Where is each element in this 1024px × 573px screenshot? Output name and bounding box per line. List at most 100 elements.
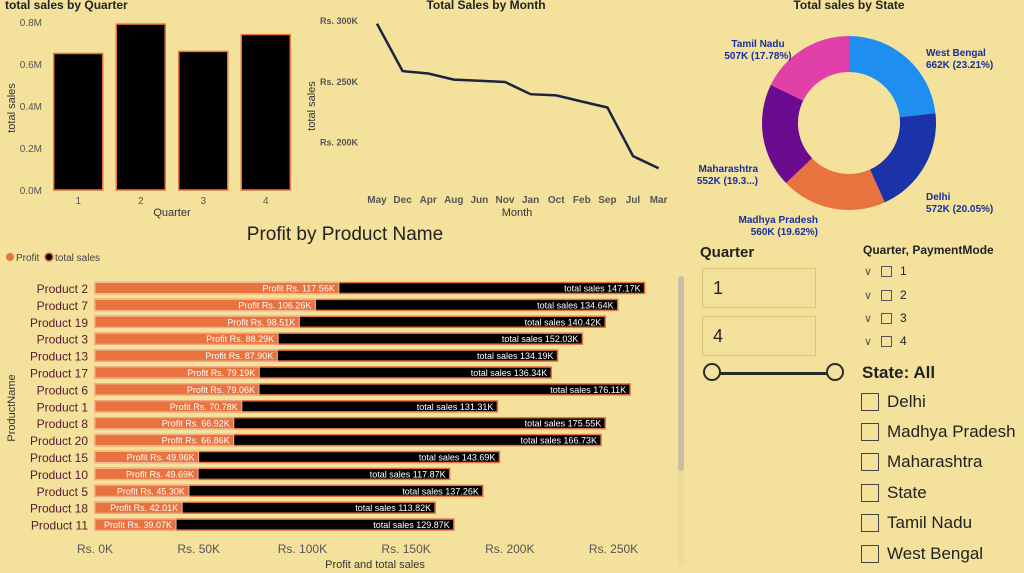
product-label: Product 15 (30, 451, 88, 465)
total-sales-data-label: total sales 136.34K (471, 368, 548, 378)
checkbox[interactable] (861, 393, 879, 411)
checkbox[interactable] (881, 289, 892, 301)
state-slice[interactable] (849, 36, 936, 118)
state-option-tamil-nadu[interactable]: Tamil Nadu (861, 513, 972, 533)
month-sales-line (375, 23, 660, 170)
slice-name-label: Delhi (926, 192, 951, 203)
profit-bar[interactable] (94, 298, 316, 311)
state-slice[interactable] (786, 158, 885, 210)
profit-bar[interactable] (94, 282, 340, 294)
x-tick-label: Jun (471, 195, 489, 206)
tree-item-quarter-3[interactable]: ∨ 3 (864, 310, 907, 326)
quarter-slider-left-handle[interactable] (703, 363, 721, 381)
total-sales-data-label: total sales 143.69K (419, 453, 496, 463)
chevron-down-icon[interactable]: ∨ (864, 265, 873, 278)
checkbox[interactable] (861, 545, 879, 563)
profit-bar[interactable] (94, 451, 200, 463)
quarter-to-input[interactable]: 4 (702, 316, 816, 356)
quarter-paymentmode-title: Quarter, PaymentMode (863, 243, 994, 257)
state-option-state[interactable]: State (861, 483, 927, 503)
quarter-bar[interactable] (240, 33, 291, 191)
profit-bar[interactable] (94, 467, 199, 480)
quarter-chart-xlabel: Quarter (153, 207, 191, 219)
product-label: Product 19 (30, 316, 88, 330)
slice-value-label: 572K (20.05%) (926, 204, 993, 215)
checkbox[interactable] (881, 312, 892, 324)
quarter-slicer-title: Quarter (700, 244, 755, 261)
checkbox[interactable] (881, 335, 892, 347)
profit-data-label: Profit Rs. 49.69K (126, 469, 194, 479)
slice-name-label: West Bengal (926, 48, 986, 59)
profit-bar[interactable] (94, 315, 300, 328)
checkbox[interactable] (861, 423, 879, 441)
x-tick-label: Mar (650, 195, 668, 206)
chevron-down-icon[interactable]: ∨ (864, 335, 873, 348)
profit-data-label: Profit Rs. 98.51K (227, 317, 295, 327)
y-tick-label: 0.2M (20, 144, 42, 155)
tree-item-quarter-1[interactable]: ∨ 1 (864, 263, 907, 279)
profit-bar[interactable] (94, 484, 190, 497)
scrollbar-thumb[interactable] (678, 276, 684, 471)
profit-data-label: Profit Rs. 87.90K (205, 351, 273, 361)
profit-bar[interactable] (94, 332, 279, 345)
profit-product-chart[interactable]: Profit by Product Name Profit total sale… (0, 220, 690, 573)
total-sales-data-label: total sales 117.87K (370, 469, 446, 479)
profit-bar[interactable] (94, 501, 183, 514)
total-sales-data-label: total sales 113.82K (355, 503, 431, 513)
product-label: Product 10 (30, 468, 88, 482)
y-tick-label: 0.4M (20, 102, 42, 113)
state-option-west-bengal[interactable]: West Bengal (861, 544, 983, 564)
quarter-from-input[interactable]: 1 (702, 268, 816, 308)
profit-data-label: Profit Rs. 79.06K (187, 385, 255, 395)
x-tick-label: Jul (626, 195, 641, 206)
state-slice[interactable] (869, 113, 936, 203)
tree-item-quarter-4[interactable]: ∨ 4 (864, 333, 907, 349)
legend-profit-marker (6, 253, 14, 261)
profit-bar[interactable] (94, 349, 278, 362)
profit-bar[interactable] (94, 400, 243, 413)
profit-data-label: Profit Rs. 45.30K (117, 486, 185, 496)
slice-value-label: 507K (17.78%) (724, 51, 791, 62)
profit-bar[interactable] (94, 417, 235, 430)
quarter-bar[interactable] (53, 52, 104, 191)
checkbox[interactable] (861, 484, 879, 502)
quarter-chart-ylabel: total sales (6, 83, 18, 133)
profit-bar[interactable] (94, 434, 235, 447)
state-option-maharashtra[interactable]: Maharashtra (861, 452, 982, 472)
product-label: Product 7 (37, 299, 89, 313)
chevron-down-icon[interactable]: ∨ (864, 312, 873, 325)
checkbox[interactable] (881, 265, 892, 277)
quarter-slider-track[interactable] (712, 372, 835, 375)
slice-name-label: Madhya Pradesh (739, 215, 818, 226)
legend-profit-label[interactable]: Profit (16, 253, 40, 264)
product-label: Product 8 (37, 417, 89, 431)
state-option-label: West Bengal (887, 544, 984, 563)
month-line-chart[interactable]: Total Sales by Month Rs. 200K Rs. 250K Rs.… (300, 0, 670, 225)
total-sales-data-label: total sales 176.11K (550, 385, 626, 395)
x-tick-label: Rs. 200K (485, 542, 534, 556)
profit-bar[interactable] (94, 518, 177, 531)
quarter-slider-right-handle[interactable] (826, 363, 844, 381)
quarter-bar[interactable] (115, 23, 166, 191)
checkbox[interactable] (861, 453, 879, 471)
x-tick-label: Dec (393, 195, 412, 206)
state-slice[interactable] (762, 84, 813, 184)
chevron-down-icon[interactable]: ∨ (864, 289, 873, 302)
legend-total-sales-label[interactable]: total sales (55, 253, 100, 264)
state-option-delhi[interactable]: Delhi (861, 392, 926, 412)
total-sales-data-label: total sales 152.03K (502, 334, 579, 344)
product-label: Product 11 (31, 519, 88, 533)
profit-bar[interactable] (94, 383, 260, 396)
quarter-bar[interactable] (178, 50, 229, 191)
tree-item-quarter-2[interactable]: ∨ 2 (864, 287, 907, 303)
x-tick-label: Oct (548, 195, 565, 206)
state-option-madhya-pradesh[interactable]: Madhya Pradesh (861, 422, 1016, 442)
quarter-bar-chart[interactable]: total sales by Quarter 0.0M 0.2M 0.4M 0.6M 0… (0, 0, 305, 225)
total-sales-data-label: total sales 147.17K (564, 284, 641, 294)
state-slice[interactable] (770, 36, 849, 101)
checkbox[interactable] (861, 514, 879, 532)
legend-total-sales-marker (44, 252, 54, 262)
x-tick-label: Rs. 100K (278, 542, 327, 556)
profit-bar[interactable] (94, 366, 260, 379)
